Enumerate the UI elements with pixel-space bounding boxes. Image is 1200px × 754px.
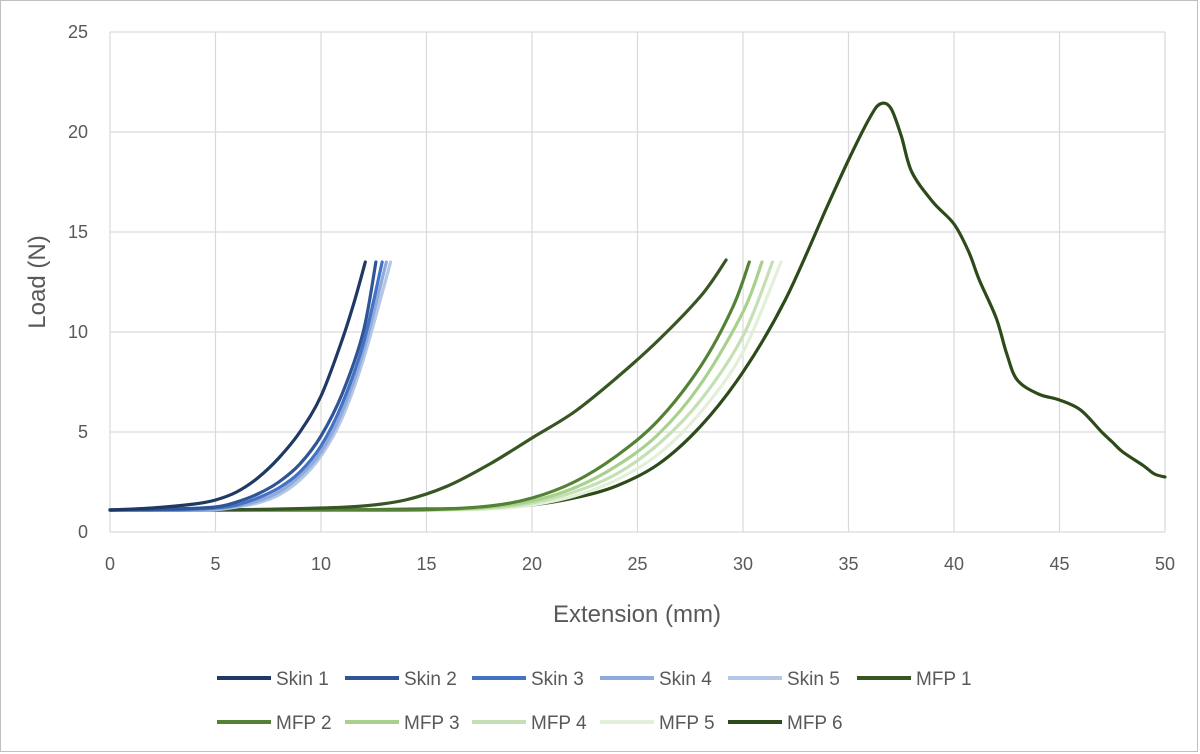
x-tick-label: 0 bbox=[105, 554, 115, 574]
legend-item-skin-2: Skin 2 bbox=[345, 669, 457, 690]
y-axis-title: Load (N) bbox=[24, 235, 51, 328]
series-line-mfp-4 bbox=[108, 260, 775, 512]
legend-label: MFP 1 bbox=[916, 669, 972, 690]
y-tick-label: 10 bbox=[68, 322, 88, 342]
x-tick-label: 25 bbox=[627, 554, 647, 574]
x-tick-label: 35 bbox=[838, 554, 858, 574]
y-tick-label: 15 bbox=[68, 222, 88, 242]
x-tick-labels: 0 5 10 15 20 25 30 35 40 45 50 bbox=[105, 554, 1175, 574]
legend-item-skin-5: Skin 5 bbox=[728, 669, 840, 690]
x-tick-label: 40 bbox=[944, 554, 964, 574]
legend-label: Skin 5 bbox=[787, 669, 840, 690]
legend-item-mfp-2: MFP 2 bbox=[217, 713, 332, 734]
series-line-mfp-2 bbox=[108, 260, 751, 512]
legend-label: MFP 5 bbox=[659, 713, 715, 734]
x-tick-label: 45 bbox=[1049, 554, 1069, 574]
x-tick-label: 30 bbox=[733, 554, 753, 574]
legend-label: MFP 2 bbox=[276, 713, 332, 734]
gridlines bbox=[109, 31, 1166, 533]
legend-item-skin-4: Skin 4 bbox=[600, 669, 712, 690]
x-tick-label: 10 bbox=[311, 554, 331, 574]
series-line-skin-3 bbox=[108, 260, 384, 512]
legend-item-mfp-1: MFP 1 bbox=[857, 669, 972, 690]
legend-label: Skin 2 bbox=[404, 669, 457, 690]
legend-item-mfp-6: MFP 6 bbox=[728, 713, 843, 734]
series-line-skin-2 bbox=[108, 260, 378, 512]
legend-item-mfp-3: MFP 3 bbox=[345, 713, 460, 734]
x-tick-label: 5 bbox=[210, 554, 220, 574]
legend: Skin 1 Skin 2 Skin 3 Skin 4 Skin 5 MFP 1 MFP 2… bbox=[217, 669, 972, 734]
y-tick-label: 5 bbox=[78, 422, 88, 442]
y-tick-label: 0 bbox=[78, 522, 88, 542]
legend-item-mfp-5: MFP 5 bbox=[600, 713, 715, 734]
series-line-skin-1 bbox=[108, 260, 367, 512]
legend-label: Skin 4 bbox=[659, 669, 712, 690]
x-tick-label: 20 bbox=[522, 554, 542, 574]
legend-label: MFP 6 bbox=[787, 713, 843, 734]
legend-label: MFP 4 bbox=[531, 713, 587, 734]
legend-label: MFP 3 bbox=[404, 713, 460, 734]
series-line-mfp-5 bbox=[108, 260, 783, 512]
legend-label: Skin 3 bbox=[531, 669, 584, 690]
x-tick-label: 15 bbox=[416, 554, 436, 574]
legend-item-skin-3: Skin 3 bbox=[472, 669, 584, 690]
legend-item-skin-1: Skin 1 bbox=[217, 669, 329, 690]
x-axis-title: Extension (mm) bbox=[553, 601, 721, 628]
series-line-mfp-3 bbox=[108, 260, 764, 512]
series-lines bbox=[108, 101, 1167, 512]
y-tick-labels: 0 5 10 15 20 25 bbox=[68, 22, 88, 542]
y-tick-label: 25 bbox=[68, 22, 88, 42]
x-tick-label: 50 bbox=[1155, 554, 1175, 574]
legend-label: Skin 1 bbox=[276, 669, 329, 690]
legend-item-mfp-4: MFP 4 bbox=[472, 713, 587, 734]
y-tick-label: 20 bbox=[68, 122, 88, 142]
series-line-mfp-1 bbox=[108, 258, 728, 512]
